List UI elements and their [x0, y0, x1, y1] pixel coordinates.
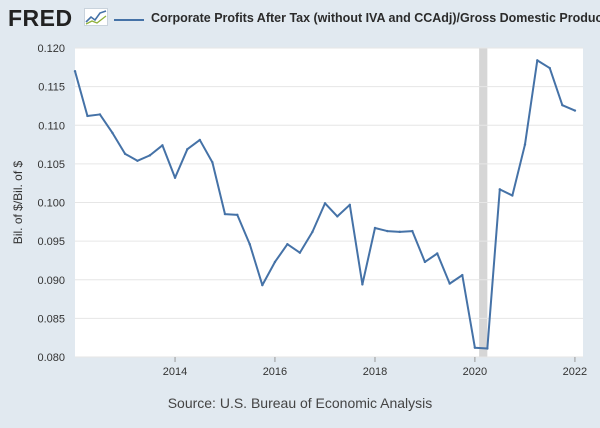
- data-point: [436, 252, 439, 255]
- data-point: [423, 260, 427, 264]
- y-tick-label: 0.085: [37, 313, 65, 325]
- data-point: [86, 114, 89, 118]
- y-tick-label: 0.110: [38, 120, 65, 132]
- data-point: [561, 103, 564, 107]
- data-point: [573, 109, 577, 112]
- data-point: [373, 226, 377, 230]
- y-tick-label: 0.105: [37, 159, 65, 171]
- data-point: [236, 213, 239, 217]
- x-tick-label: 2014: [163, 366, 187, 378]
- data-point: [336, 215, 339, 218]
- fred-chart-icon: [84, 8, 108, 26]
- x-tick-label: 2016: [263, 366, 287, 378]
- y-tick-label: 0.100: [37, 198, 65, 210]
- data-point: [198, 138, 202, 142]
- data-point: [486, 347, 489, 350]
- y-tick-label: 0.095: [37, 236, 65, 248]
- data-point: [348, 203, 352, 207]
- series-title: Corporate Profits After Tax (without IVA…: [151, 11, 600, 25]
- data-points: [73, 59, 577, 350]
- data-point: [448, 282, 451, 285]
- data-point: [361, 283, 364, 286]
- data-point: [298, 251, 302, 254]
- x-tick-label: 2018: [363, 366, 387, 378]
- chart-header: FRED Corporate Profits After Tax (withou…: [0, 0, 600, 40]
- data-point: [148, 154, 152, 157]
- data-point: [248, 243, 251, 246]
- y-tick-label: 0.120: [37, 43, 65, 55]
- data-point: [111, 131, 114, 135]
- data-point: [136, 159, 139, 162]
- data-point: [173, 176, 177, 179]
- y-tick-label: 0.090: [37, 275, 65, 287]
- legend-swatch: [114, 19, 144, 21]
- data-point: [323, 202, 327, 205]
- y-tick-label: 0.080: [37, 352, 65, 364]
- data-point: [548, 66, 551, 70]
- data-point: [261, 283, 264, 287]
- data-point: [461, 273, 464, 277]
- y-tick-label: 0.115: [38, 82, 65, 94]
- x-tick-label: 2020: [463, 366, 487, 378]
- data-point: [161, 144, 164, 147]
- data-point: [536, 59, 539, 62]
- data-point: [211, 161, 214, 164]
- source-note: Source: U.S. Bureau of Economic Analysis: [167, 395, 433, 411]
- fred-logo: FRED: [8, 5, 73, 31]
- data-point: [398, 230, 401, 234]
- data-point: [411, 229, 414, 233]
- y-axis-label: Bil. of $/Bil. of $: [11, 160, 25, 244]
- data-point: [311, 230, 314, 234]
- data-point: [223, 212, 227, 216]
- data-point: [273, 260, 277, 264]
- x-axis-ticks: 2014 2016 2018 2020 2022: [163, 357, 587, 378]
- data-point: [73, 69, 77, 73]
- data-point: [286, 243, 289, 246]
- data-point: [123, 152, 127, 156]
- data-point: [186, 147, 189, 151]
- y-axis-ticks: 0.080 0.085 0.090 0.095 0.100 0.105 0.110 0.115…: [37, 43, 65, 364]
- data-point: [523, 143, 527, 146]
- data-point: [98, 113, 102, 116]
- data-point: [498, 188, 501, 191]
- data-point: [473, 346, 477, 349]
- x-tick-label: 2022: [563, 366, 587, 378]
- data-point: [511, 194, 514, 197]
- data-point: [386, 229, 389, 233]
